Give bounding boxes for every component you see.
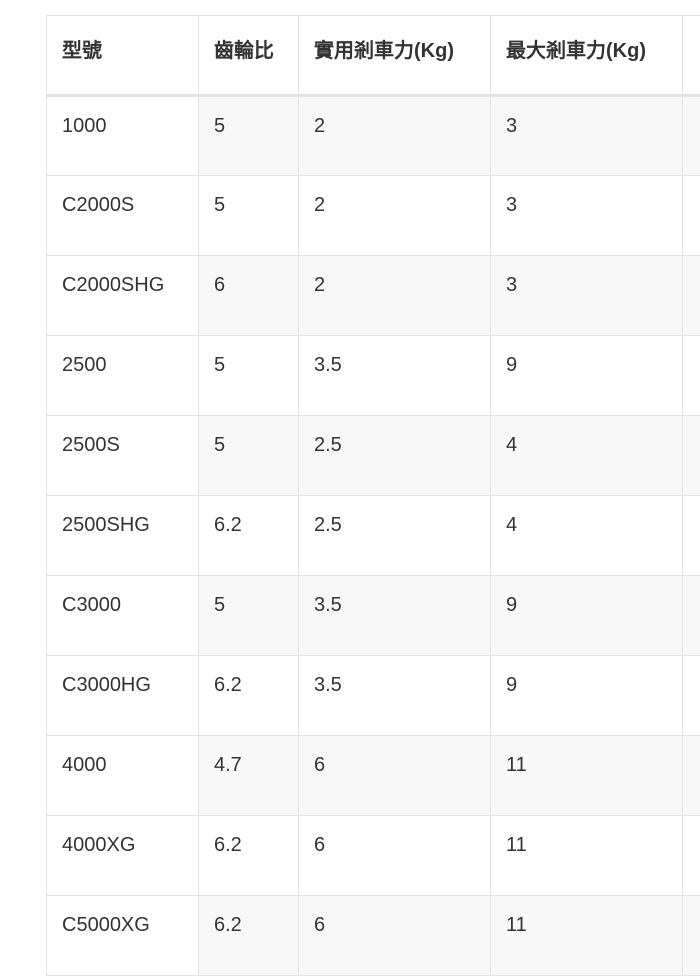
cell-max-drag: 9	[490, 575, 683, 656]
cell-model: C3000HG	[46, 655, 199, 736]
cell-gear-ratio: 5	[198, 575, 299, 656]
table-row: 1000 5 2 3	[46, 95, 700, 176]
table-row: 4000XG 6.2 6 11	[46, 815, 700, 896]
cell-max-drag: 3	[490, 175, 683, 256]
header-practical-drag: 實用剎車力(Kg)	[298, 15, 491, 97]
table-row: 4000 4.7 6 11	[46, 735, 700, 816]
cell-model: 1000	[46, 95, 199, 176]
cell-gear-ratio: 6.2	[198, 495, 299, 576]
cell-practical-drag: 2	[298, 255, 491, 336]
cell-practical-drag: 3.5	[298, 575, 491, 656]
cell-model: C3000	[46, 575, 199, 656]
cell-extra	[682, 655, 700, 736]
cell-model: C2000S	[46, 175, 199, 256]
header-max-drag: 最大剎車力(Kg)	[490, 15, 683, 97]
cell-gear-ratio: 5	[198, 335, 299, 416]
cell-practical-drag: 2.5	[298, 415, 491, 496]
table-row: 2500SHG 6.2 2.5 4	[46, 495, 700, 576]
cell-model: 2500SHG	[46, 495, 199, 576]
cell-max-drag: 3	[490, 95, 683, 176]
spec-table: 型號 齒輪比 實用剎車力(Kg) 最大剎車力(Kg) 1000 5 2 3 C2000S…	[46, 15, 700, 976]
cell-model: 2500S	[46, 415, 199, 496]
table-row: 2500 5 3.5 9	[46, 335, 700, 416]
cell-max-drag: 11	[490, 895, 683, 976]
cell-practical-drag: 2.5	[298, 495, 491, 576]
header-model: 型號	[46, 15, 199, 97]
table-row: C3000 5 3.5 9	[46, 575, 700, 656]
cell-model: 4000XG	[46, 815, 199, 896]
cell-practical-drag: 6	[298, 815, 491, 896]
cell-max-drag: 11	[490, 735, 683, 816]
table-row: C2000SHG 6 2 3	[46, 255, 700, 336]
header-extra	[682, 15, 700, 97]
header-gear-ratio: 齒輪比	[198, 15, 299, 97]
cell-gear-ratio: 5	[198, 175, 299, 256]
cell-gear-ratio: 5	[198, 415, 299, 496]
cell-practical-drag: 6	[298, 895, 491, 976]
cell-model: 4000	[46, 735, 199, 816]
cell-max-drag: 11	[490, 815, 683, 896]
cell-model: 2500	[46, 335, 199, 416]
cell-practical-drag: 2	[298, 175, 491, 256]
cell-max-drag: 9	[490, 335, 683, 416]
table-header-row: 型號 齒輪比 實用剎車力(Kg) 最大剎車力(Kg)	[46, 15, 700, 97]
cell-practical-drag: 3.5	[298, 335, 491, 416]
cell-practical-drag: 3.5	[298, 655, 491, 736]
cell-max-drag: 4	[490, 495, 683, 576]
cell-gear-ratio: 6.2	[198, 655, 299, 736]
cell-model: C5000XG	[46, 895, 199, 976]
cell-gear-ratio: 5	[198, 95, 299, 176]
cell-extra	[682, 735, 700, 816]
spec-table-container[interactable]: 型號 齒輪比 實用剎車力(Kg) 最大剎車力(Kg) 1000 5 2 3 C2000S…	[46, 15, 700, 976]
cell-gear-ratio: 6.2	[198, 815, 299, 896]
table-row: C3000HG 6.2 3.5 9	[46, 655, 700, 736]
cell-gear-ratio: 6.2	[198, 895, 299, 976]
cell-gear-ratio: 6	[198, 255, 299, 336]
cell-model: C2000SHG	[46, 255, 199, 336]
table-row: C5000XG 6.2 6 11	[46, 895, 700, 976]
cell-extra	[682, 335, 700, 416]
cell-extra	[682, 95, 700, 176]
cell-max-drag: 9	[490, 655, 683, 736]
cell-practical-drag: 6	[298, 735, 491, 816]
cell-max-drag: 4	[490, 415, 683, 496]
cell-extra	[682, 255, 700, 336]
cell-extra	[682, 495, 700, 576]
cell-extra	[682, 575, 700, 656]
table-row: C2000S 5 2 3	[46, 175, 700, 256]
cell-gear-ratio: 4.7	[198, 735, 299, 816]
cell-extra	[682, 175, 700, 256]
cell-extra	[682, 415, 700, 496]
cell-max-drag: 3	[490, 255, 683, 336]
cell-practical-drag: 2	[298, 95, 491, 176]
cell-extra	[682, 815, 700, 896]
table-row: 2500S 5 2.5 4	[46, 415, 700, 496]
cell-extra	[682, 895, 700, 976]
